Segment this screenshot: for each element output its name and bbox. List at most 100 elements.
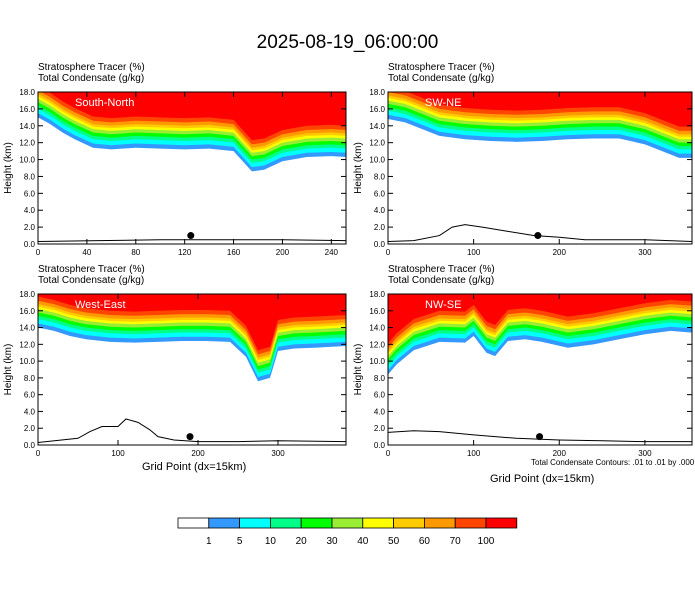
panel-header-condensate: Total Condensate (g/kg): [38, 73, 145, 84]
terrain-line: [388, 224, 692, 242]
colorbar-swatch: [423, 517, 456, 529]
y-axis-label: Height (km): [3, 344, 14, 396]
y-tick-label: 10.0: [19, 156, 35, 165]
panel-name: West-East: [75, 299, 126, 311]
chart-svg: 0.0 2.0 4.0 6.0 8.0 10.0 12.0 14.0 16.0 18.0 0 100 2…: [353, 88, 693, 257]
terrain-line: [388, 430, 692, 443]
x-tick-label: 0: [36, 449, 41, 458]
y-tick-label: 10.0: [369, 156, 385, 165]
colorbar-label: 5: [237, 536, 243, 547]
panel-south-north: Stratosphere Tracer (%) Total Condensate …: [0, 48, 352, 268]
colorbar-swatch: [393, 517, 425, 529]
panel-header-condensate: Total Condensate (g/kg): [388, 73, 495, 84]
panel-name: SW-NE: [425, 97, 461, 109]
panel-header-tracer: Stratosphere Tracer (%): [388, 264, 495, 275]
tracer-field: [388, 92, 692, 244]
y-axis-label: Height (km): [3, 142, 14, 194]
panel-header-tracer: Stratosphere Tracer (%): [38, 62, 145, 73]
x-tick-label: 100: [467, 248, 481, 257]
y-tick-label: 6.0: [374, 189, 386, 198]
x-tick-label: 120: [178, 248, 192, 257]
y-tick-label: 18.0: [19, 88, 35, 97]
y-tick-label: 0.0: [24, 441, 36, 450]
tracer-band-9: [38, 294, 346, 351]
x-tick-label: 80: [131, 248, 140, 257]
y-tick-label: 14.0: [369, 324, 385, 333]
x-tick-label: 100: [111, 449, 125, 458]
x-tick-label: 200: [553, 248, 567, 257]
x-tick-label: 200: [553, 449, 567, 458]
main-title: 2025-08-19_06:00:00: [256, 32, 439, 53]
plot-frame: [387, 91, 693, 245]
y-tick-label: 0.0: [374, 441, 386, 450]
x-tick-label: 240: [325, 248, 339, 257]
panel-header-condensate: Total Condensate (g/kg): [38, 275, 145, 286]
x-tick-label: 300: [638, 449, 652, 458]
panel-west-east: Stratosphere Tracer (%) Total Condensate …: [0, 250, 352, 469]
y-tick-label: 4.0: [24, 407, 36, 416]
y-tick-label: 8.0: [374, 374, 386, 383]
y-tick-label: 2.0: [374, 223, 386, 232]
x-tick-label: 160: [227, 248, 241, 257]
y-tick-label: 16.0: [369, 105, 385, 114]
panel-sw-ne: Stratosphere Tracer (%) Total Condensate …: [350, 48, 695, 268]
y-tick-label: 4.0: [24, 206, 36, 215]
x-tick-label: 200: [191, 449, 205, 458]
terrain-line: [38, 239, 346, 242]
chart-svg: 0.0 2.0 4.0 6.0 8.0 10.0 12.0 14.0 16.0 18.0 0 100 2…: [353, 290, 693, 458]
tracer-band-9: [38, 92, 346, 141]
colorbar-label: 50: [388, 536, 400, 547]
y-tick-label: 14.0: [19, 122, 35, 131]
y-axis-label: Height (km): [353, 142, 364, 194]
colorbar-swatch: [362, 517, 394, 529]
panel-name: South-North: [75, 97, 134, 109]
colorbar-swatch: [300, 517, 333, 529]
y-tick-label: 2.0: [24, 223, 36, 232]
y-tick-label: 18.0: [369, 88, 385, 97]
plot-frame: [37, 91, 347, 245]
colorbar-swatch: [485, 517, 518, 529]
plot-frame: [387, 293, 693, 446]
plot-frame: [37, 293, 347, 446]
colorbar-swatch: [269, 517, 302, 529]
colorbar-label: 10: [265, 536, 277, 547]
x-tick-label: 300: [638, 248, 652, 257]
x-tick-label: 0: [386, 449, 391, 458]
chart-svg: 0.0 2.0 4.0 6.0 8.0 10.0 12.0 14.0 16.0 18.0 0 40 80…: [3, 88, 347, 257]
x-tick-label: 100: [467, 449, 481, 458]
y-tick-label: 14.0: [369, 122, 385, 131]
colorbar-label: 40: [357, 536, 369, 547]
x-tick-label: 300: [271, 449, 285, 458]
colorbar-swatch: [239, 517, 271, 529]
tracer-field: [388, 294, 692, 445]
location-marker: [186, 433, 194, 441]
colorbar-label: 1: [206, 536, 212, 547]
x-tick-label: 40: [82, 248, 91, 257]
tracer-band-9: [388, 294, 692, 344]
x-tick-label: 200: [276, 248, 290, 257]
y-tick-label: 12.0: [369, 340, 385, 349]
x-axis-label-left: Grid Point (dx=15km): [142, 461, 247, 473]
y-tick-label: 0.0: [374, 240, 386, 249]
y-tick-label: 4.0: [374, 407, 386, 416]
colorbar-label: 60: [419, 536, 431, 547]
colorbar-label: 100: [478, 536, 495, 547]
location-marker: [536, 433, 544, 441]
y-tick-label: 12.0: [369, 139, 385, 148]
location-marker: [187, 232, 195, 240]
tracer-field: [38, 294, 346, 445]
colorbar-label: 20: [296, 536, 308, 547]
y-tick-label: 12.0: [19, 139, 35, 148]
panel-header-tracer: Stratosphere Tracer (%): [38, 264, 145, 275]
y-tick-label: 8.0: [24, 172, 36, 181]
tracer-field: [38, 92, 346, 244]
y-tick-label: 14.0: [19, 324, 35, 333]
x-axis-label-right: Grid Point (dx=15km): [490, 473, 595, 485]
y-tick-label: 6.0: [24, 391, 36, 400]
colorbar-label: 70: [450, 536, 462, 547]
y-tick-label: 4.0: [374, 206, 386, 215]
y-tick-label: 16.0: [369, 307, 385, 316]
y-tick-label: 2.0: [374, 424, 386, 433]
colorbar-swatch: [331, 517, 364, 529]
y-tick-label: 12.0: [19, 340, 35, 349]
